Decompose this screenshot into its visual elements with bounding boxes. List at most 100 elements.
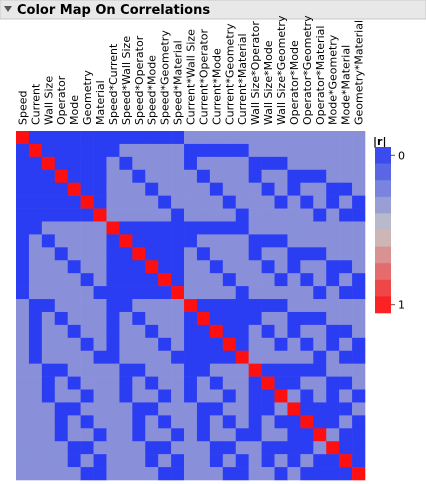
cell <box>67 221 81 235</box>
cell <box>287 221 301 235</box>
cell <box>184 350 198 364</box>
cell <box>300 131 314 145</box>
cell <box>235 131 249 145</box>
cell <box>106 415 120 429</box>
cell <box>67 260 81 274</box>
cell <box>67 454 81 468</box>
cell <box>28 247 43 261</box>
cell <box>93 428 107 442</box>
cell <box>352 221 366 235</box>
cell <box>80 182 94 196</box>
cell <box>16 169 30 184</box>
column-label: Current*Operator <box>197 28 210 125</box>
cell <box>119 350 133 364</box>
cell <box>106 195 120 209</box>
cell <box>235 195 249 209</box>
cell <box>54 415 69 429</box>
cell <box>106 234 120 248</box>
cell <box>339 169 353 184</box>
cell <box>261 324 275 339</box>
cell <box>16 402 30 416</box>
cell <box>106 260 120 274</box>
cell <box>248 441 262 455</box>
cell <box>261 350 275 364</box>
cell <box>119 195 133 209</box>
cell <box>261 247 275 261</box>
cell <box>132 415 146 429</box>
cell <box>80 337 94 352</box>
cell <box>248 221 262 235</box>
cell <box>54 169 69 184</box>
cell <box>248 311 262 326</box>
cell <box>106 376 120 390</box>
cell <box>222 428 237 442</box>
cell <box>106 454 120 468</box>
cell <box>184 363 198 377</box>
cell <box>274 208 288 222</box>
cell <box>235 311 249 326</box>
cell <box>352 273 366 287</box>
cell <box>274 350 288 364</box>
disclosure-icon[interactable] <box>4 6 12 12</box>
cell <box>261 415 275 429</box>
cell <box>326 195 340 209</box>
chart-title: Color Map On Correlations <box>17 3 210 18</box>
cell <box>209 337 224 352</box>
colorbar-title: |r| <box>373 135 386 148</box>
cell <box>145 247 159 261</box>
cell <box>339 143 353 158</box>
cell <box>119 299 133 313</box>
cell <box>209 428 224 442</box>
column-label: Material <box>94 80 107 125</box>
cell <box>339 221 353 235</box>
cell <box>132 350 146 364</box>
cell <box>184 131 198 145</box>
cell <box>184 415 198 429</box>
cell <box>41 247 56 261</box>
cell <box>184 260 198 274</box>
cell <box>16 324 30 339</box>
cell <box>158 247 172 261</box>
cell <box>261 454 275 468</box>
cell <box>222 182 237 196</box>
cell <box>326 376 340 390</box>
cell <box>184 247 198 261</box>
cell <box>132 389 146 403</box>
cell <box>80 324 94 339</box>
cell <box>80 156 94 171</box>
cell <box>80 208 94 222</box>
cell <box>16 247 30 261</box>
cell <box>313 273 327 287</box>
cell <box>300 247 314 261</box>
cell <box>287 169 301 184</box>
cell <box>67 299 81 313</box>
cell <box>209 156 224 171</box>
cell <box>287 208 301 222</box>
cell <box>222 350 237 364</box>
cell <box>158 286 172 300</box>
cell <box>261 402 275 416</box>
cell <box>145 195 159 209</box>
cell <box>145 389 159 403</box>
cell <box>339 324 353 339</box>
cell <box>54 221 69 235</box>
cell <box>287 195 301 209</box>
cell <box>248 324 262 339</box>
cell <box>145 131 159 145</box>
cell <box>248 143 262 158</box>
cell <box>54 467 69 481</box>
cell <box>158 376 172 390</box>
cell <box>41 415 56 429</box>
cell <box>261 234 275 248</box>
cell <box>145 337 159 352</box>
cell <box>93 324 107 339</box>
cell <box>93 376 107 390</box>
cell <box>196 156 211 171</box>
cell <box>132 286 146 300</box>
cell <box>93 273 107 287</box>
cell <box>209 143 224 158</box>
cell <box>196 182 211 196</box>
cell <box>54 143 69 158</box>
cell <box>54 337 69 352</box>
